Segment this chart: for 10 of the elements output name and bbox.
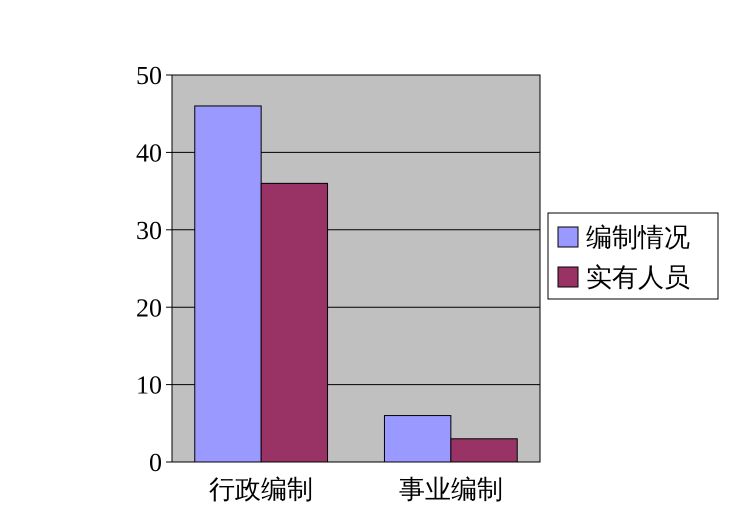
y-tick-label: 0 (149, 448, 162, 478)
legend-label: 编制情况 (586, 223, 690, 252)
y-tick-label: 20 (136, 293, 162, 322)
y-tick-label: 50 (136, 61, 162, 90)
y-tick-label: 10 (136, 370, 162, 400)
x-tick-label: 事业编制 (398, 475, 503, 504)
legend-label: 实有人员 (586, 263, 690, 292)
y-tick-label: 40 (136, 138, 162, 168)
y-tick-label: 30 (136, 216, 162, 245)
x-tick-label: 行政编制 (209, 475, 314, 504)
